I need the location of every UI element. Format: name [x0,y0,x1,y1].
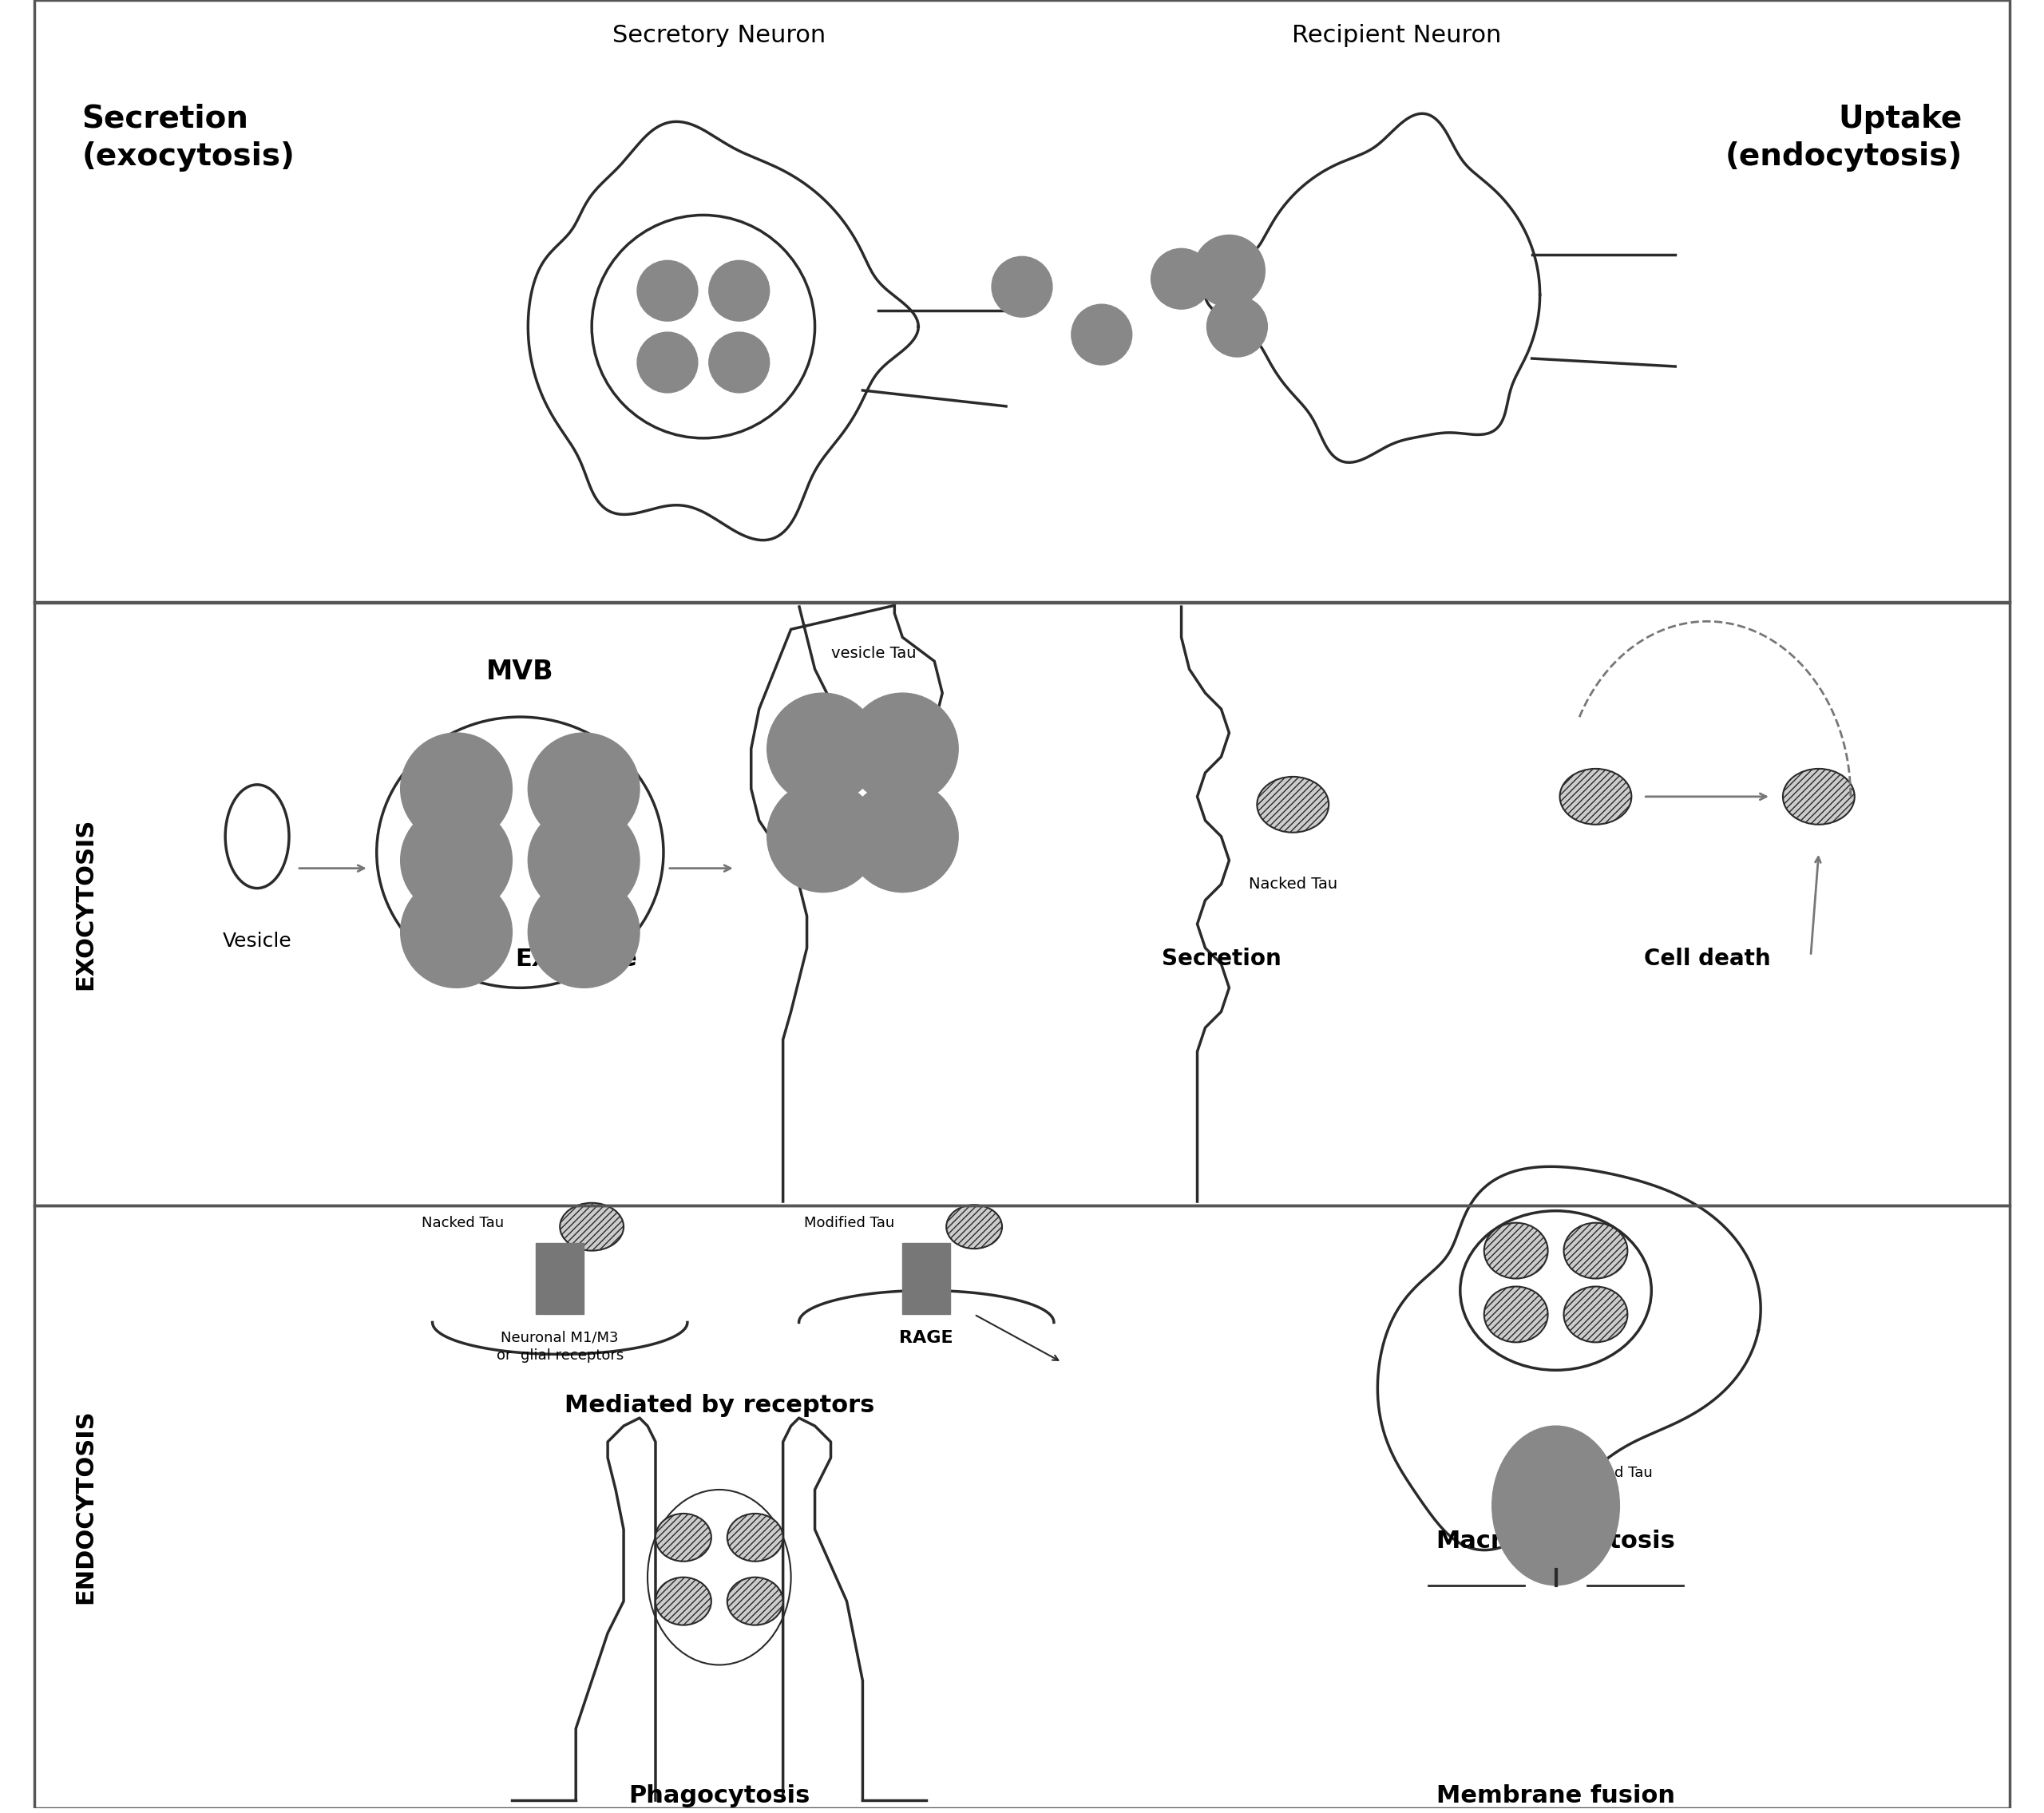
Text: Cell death: Cell death [1643,948,1770,970]
Ellipse shape [560,1202,623,1251]
Bar [903,1242,950,1314]
Ellipse shape [656,1514,711,1561]
Circle shape [527,805,640,916]
Ellipse shape [1564,1222,1627,1278]
Text: ENDOCYTOSIS: ENDOCYTOSIS [74,1409,96,1605]
Circle shape [1071,305,1132,364]
Text: Exosome: Exosome [515,948,638,972]
Bar [35,1206,2009,1808]
Text: Phagocytosis: Phagocytosis [628,1784,809,1808]
Circle shape [401,805,513,916]
Text: Macropinocytosis: Macropinocytosis [1437,1530,1676,1552]
Circle shape [709,332,769,393]
Ellipse shape [1564,1287,1627,1342]
Ellipse shape [656,1577,711,1624]
Circle shape [1194,236,1265,306]
Text: Secretion: Secretion [1161,948,1282,970]
Ellipse shape [1782,769,1854,825]
Circle shape [527,876,640,988]
Circle shape [527,732,640,845]
Text: Uptake
(endocytosis): Uptake (endocytosis) [1725,103,1962,172]
Ellipse shape [1484,1287,1547,1342]
Text: MVB: MVB [486,658,554,685]
Ellipse shape [1560,769,1631,825]
Text: Aggregated Tau: Aggregated Tau [1539,1465,1652,1479]
Ellipse shape [728,1577,783,1624]
Text: RAGE: RAGE [899,1331,953,1347]
Ellipse shape [1484,1222,1547,1278]
Circle shape [766,781,879,892]
Circle shape [846,781,959,892]
Bar [35,602,2009,1206]
Text: Secretion
(exocytosis): Secretion (exocytosis) [82,103,294,172]
Text: Vesicle: Vesicle [223,932,292,952]
Circle shape [991,256,1053,317]
Ellipse shape [1257,776,1329,832]
Text: EXOCYTOSIS: EXOCYTOSIS [74,818,96,990]
Bar [536,1242,585,1314]
Ellipse shape [728,1514,783,1561]
Text: Nacked Tau: Nacked Tau [421,1215,505,1229]
Circle shape [1206,296,1267,357]
Circle shape [638,332,697,393]
Ellipse shape [946,1206,1002,1249]
Bar [35,0,2009,604]
Ellipse shape [225,785,288,888]
Circle shape [401,876,513,988]
Text: Modified Tau: Modified Tau [803,1215,895,1229]
Text: Nacked Tau: Nacked Tau [1249,876,1337,892]
Circle shape [709,261,769,321]
Text: vesicle Tau: vesicle Tau [830,645,916,662]
Circle shape [401,732,513,845]
Circle shape [846,693,959,805]
Circle shape [766,693,879,805]
Text: Membrane fusion: Membrane fusion [1437,1784,1676,1808]
Text: Recipient Neuron: Recipient Neuron [1292,24,1500,47]
Ellipse shape [1492,1427,1619,1585]
Text: Secretory Neuron: Secretory Neuron [613,24,826,47]
Circle shape [1151,248,1212,308]
Circle shape [638,261,697,321]
Text: Neuronal M1/M3
or  glial receptors: Neuronal M1/M3 or glial receptors [497,1331,623,1362]
Text: Mediated by receptors: Mediated by receptors [564,1394,875,1418]
